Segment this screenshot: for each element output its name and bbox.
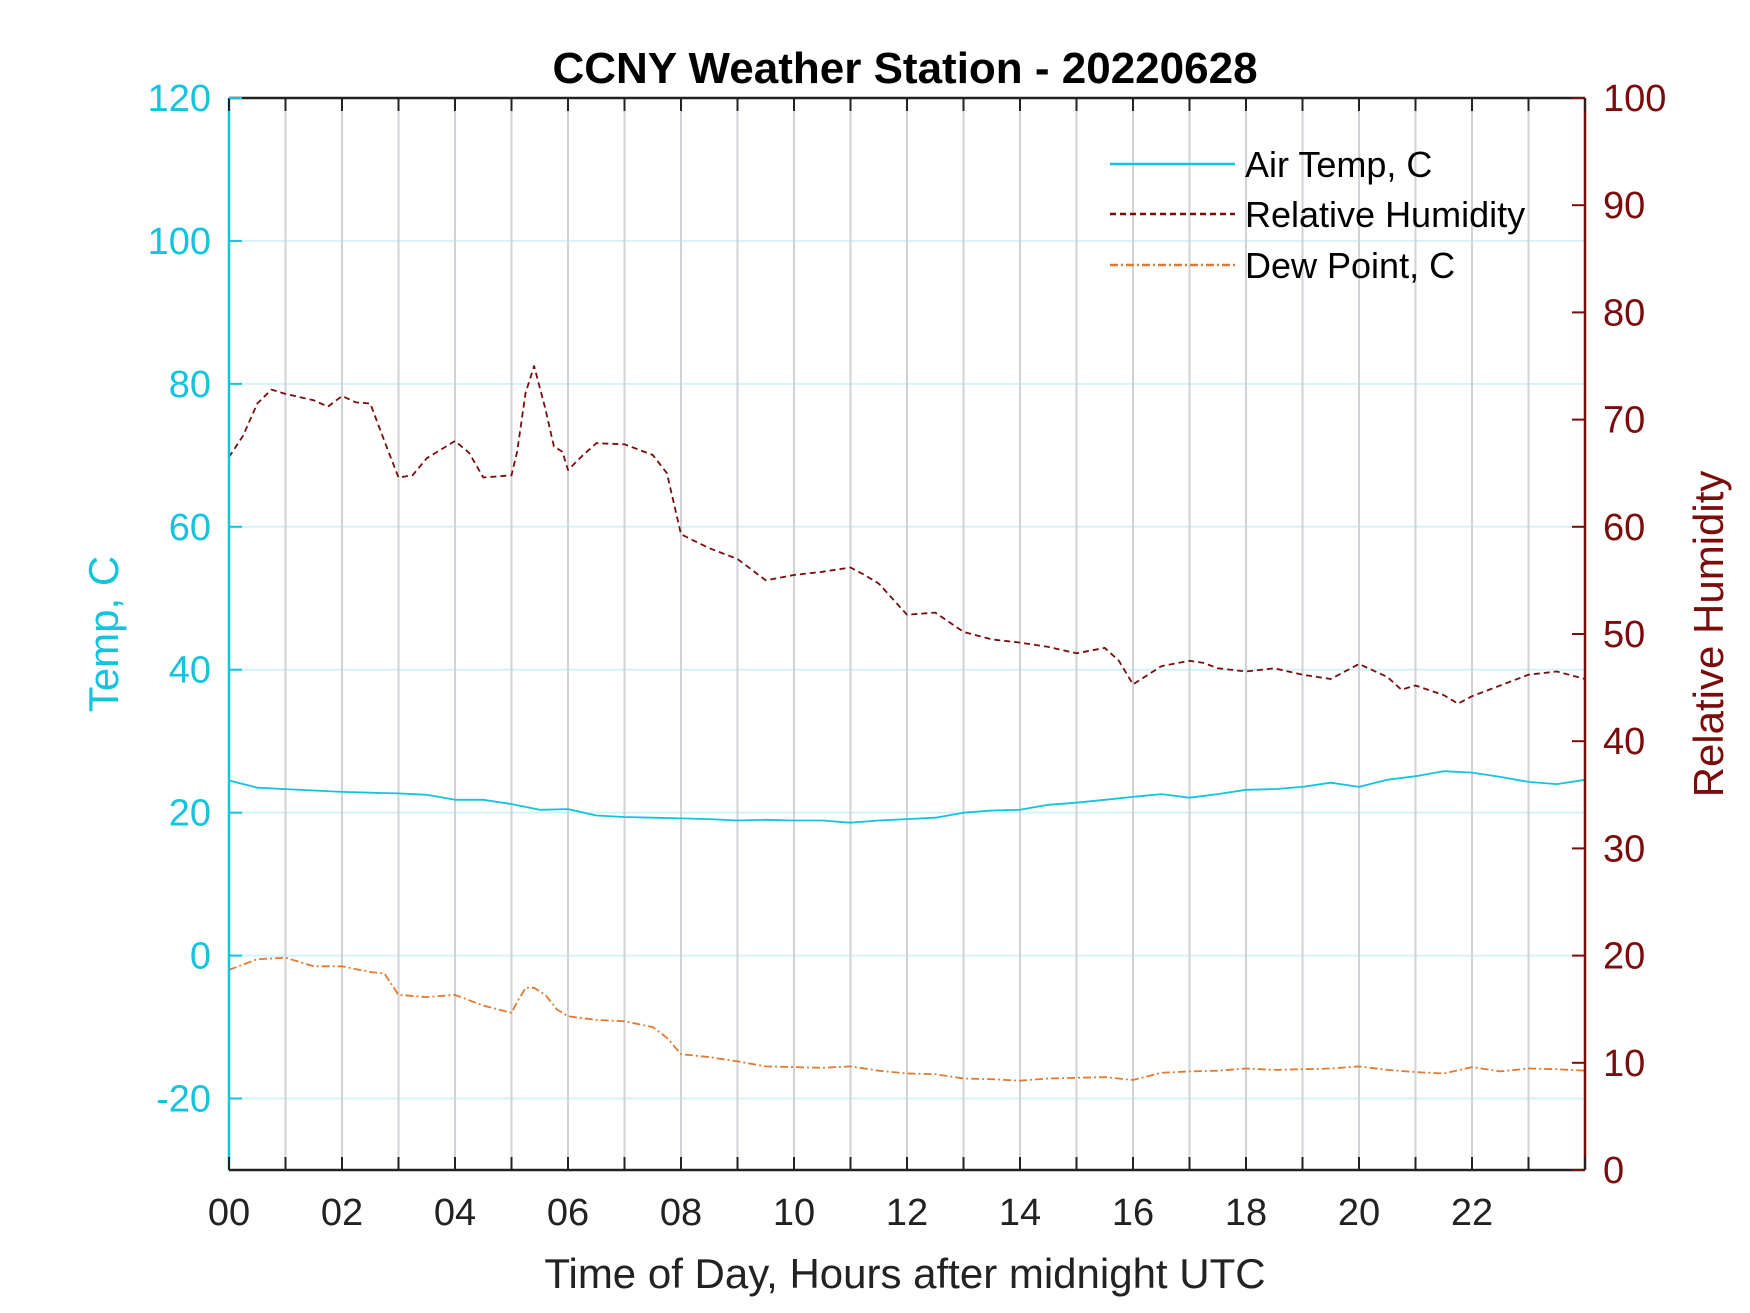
x-tick-label: 08 [660, 1192, 702, 1234]
y-tick-label-left: 100 [148, 221, 211, 263]
y-tick-label-right: 90 [1603, 185, 1645, 227]
grid-lines [229, 98, 1585, 1170]
x-tick-label: 12 [886, 1192, 928, 1234]
y-axis-label-left: Temp, C [80, 556, 127, 712]
x-tick-label: 18 [1225, 1192, 1267, 1234]
y-tick-label-right: 70 [1603, 400, 1645, 442]
y-tick-label-left: 80 [169, 364, 211, 406]
x-tick-label: 00 [208, 1192, 250, 1234]
y-tick-label-right: 60 [1603, 507, 1645, 549]
legend-label-air-temp: Air Temp, C [1245, 144, 1432, 185]
series-line-dew-point [228, 956, 1586, 1082]
x-tick-label: 10 [773, 1192, 815, 1234]
y-tick-label-right: 20 [1603, 936, 1645, 978]
chart-title: CCNY Weather Station - 20220628 [552, 44, 1257, 93]
legend: Air Temp, C Relative Humidity Dew Point,… [1110, 144, 1525, 286]
y-tick-label-right: 100 [1603, 78, 1666, 120]
x-axis-label: Time of Day, Hours after midnight UTC [544, 1250, 1265, 1297]
series-line-relative-humidity [228, 365, 1586, 705]
tick-labels: 00 02 04 06 08 10 12 14 16 18 20 22120100806040200-… [148, 78, 1667, 1234]
x-tick-label: 02 [321, 1192, 363, 1234]
x-tick-label: 04 [434, 1192, 476, 1234]
y-tick-label-left: 60 [169, 507, 211, 549]
x-tick-label: 06 [547, 1192, 589, 1234]
y-tick-label-left: -20 [156, 1079, 211, 1121]
series-lines [228, 365, 1586, 1082]
y-tick-label-left: 40 [169, 650, 211, 692]
y-tick-label-left: 20 [169, 793, 211, 835]
y-tick-label-right: 30 [1603, 828, 1645, 870]
x-tick-label: 20 [1338, 1192, 1380, 1234]
legend-label-dew-point: Dew Point, C [1245, 245, 1455, 286]
legend-label-relative-humidity: Relative Humidity [1245, 194, 1525, 235]
y-tick-label-left: 120 [148, 78, 211, 120]
y-tick-label-right: 0 [1603, 1150, 1624, 1192]
y-tick-label-left: 0 [190, 936, 211, 978]
x-tick-label: 22 [1451, 1192, 1493, 1234]
y-tick-label-right: 40 [1603, 721, 1645, 763]
axes [227, 96, 1587, 1172]
y-tick-label-right: 50 [1603, 614, 1645, 656]
y-tick-label-right: 10 [1603, 1043, 1645, 1085]
x-tick-label: 16 [1112, 1192, 1154, 1234]
y-axis-label-right: Relative Humidity [1685, 471, 1732, 798]
series-line-air-temp [228, 770, 1586, 824]
y-tick-label-right: 80 [1603, 292, 1645, 334]
x-tick-label: 14 [999, 1192, 1041, 1234]
